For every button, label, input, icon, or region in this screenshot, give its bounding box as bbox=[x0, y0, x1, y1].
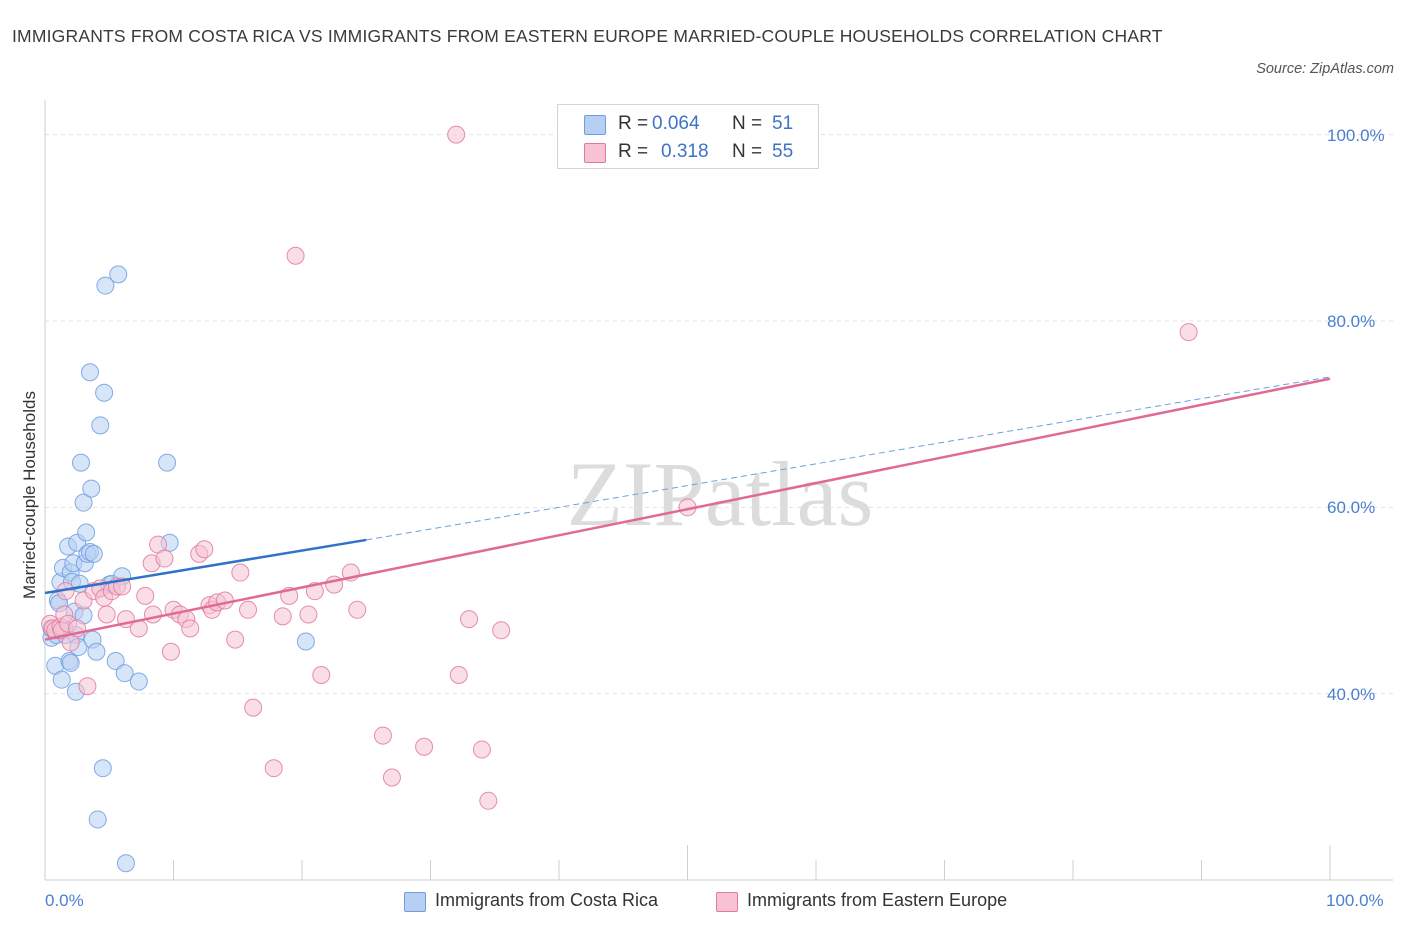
data-point bbox=[244, 698, 263, 717]
data-point bbox=[286, 246, 305, 265]
legend-r-label: R = bbox=[618, 113, 649, 134]
watermark: ZIPatlas bbox=[567, 443, 874, 545]
x-tick-label-min: 0.0% bbox=[45, 891, 84, 910]
data-point bbox=[373, 726, 392, 745]
data-point bbox=[181, 619, 200, 638]
data-point bbox=[95, 383, 114, 402]
data-point bbox=[87, 642, 106, 661]
data-point bbox=[215, 591, 234, 610]
legend-n-label: N = bbox=[732, 113, 763, 134]
data-point bbox=[195, 540, 214, 559]
legend-swatch-blue bbox=[584, 115, 606, 135]
data-point bbox=[116, 854, 135, 873]
legend-r-label: R = bbox=[618, 141, 649, 162]
data-point bbox=[296, 632, 315, 651]
data-point bbox=[492, 621, 511, 640]
gridlines bbox=[45, 134, 1393, 695]
trend-lines bbox=[44, 376, 1331, 641]
legend-swatch-pink bbox=[716, 892, 738, 912]
data-point bbox=[77, 523, 96, 542]
data-point bbox=[74, 493, 93, 512]
legend-label-costa-rica: Immigrants from Costa Rica bbox=[435, 890, 659, 910]
data-point bbox=[449, 666, 468, 685]
data-point bbox=[97, 605, 116, 624]
data-point bbox=[479, 791, 498, 810]
data-point bbox=[106, 652, 125, 671]
data-point bbox=[52, 670, 71, 689]
legend-label-eastern-europe: Immigrants from Eastern Europe bbox=[747, 890, 1008, 910]
trend-line-costa-rica-extension bbox=[366, 376, 1331, 541]
data-point bbox=[264, 759, 283, 778]
data-point bbox=[226, 630, 245, 649]
data-point bbox=[312, 666, 331, 685]
data-point bbox=[472, 740, 491, 759]
data-point bbox=[299, 605, 318, 624]
data-point bbox=[231, 563, 250, 582]
data-point bbox=[109, 265, 128, 284]
legend-r-value: 0.064 bbox=[652, 113, 700, 134]
data-point bbox=[382, 768, 401, 787]
x-tick-label-max: 100.0% bbox=[1326, 891, 1384, 910]
legend-swatch-blue bbox=[404, 892, 426, 912]
data-point bbox=[113, 577, 132, 596]
legend-swatch-pink bbox=[584, 143, 606, 163]
data-point bbox=[158, 453, 177, 472]
trend-line-costa-rica bbox=[44, 538, 367, 595]
data-point bbox=[93, 759, 112, 778]
data-point bbox=[78, 677, 97, 696]
data-point bbox=[84, 544, 103, 563]
data-point bbox=[88, 810, 107, 829]
data-point bbox=[161, 642, 180, 661]
y-tick-label: 60.0% bbox=[1327, 498, 1376, 518]
y-tick-label: 80.0% bbox=[1327, 311, 1376, 331]
legend-n-value: 55 bbox=[772, 141, 794, 162]
data-point bbox=[447, 125, 466, 144]
costa-rica-points bbox=[42, 265, 315, 873]
data-point bbox=[129, 672, 148, 691]
y-tick-label: 40.0% bbox=[1327, 684, 1376, 704]
data-point bbox=[115, 664, 134, 683]
data-point bbox=[80, 363, 99, 382]
legend-n-label: N = bbox=[732, 141, 763, 162]
data-point bbox=[96, 276, 115, 295]
eastern-europe-points bbox=[41, 125, 1198, 810]
legend-r-value: 0.318 bbox=[661, 141, 709, 162]
y-tick-label: 100.0% bbox=[1327, 125, 1385, 145]
axes bbox=[44, 100, 1393, 881]
chart-title: IMMIGRANTS FROM COSTA RICA VS IMMIGRANTS… bbox=[12, 26, 1163, 46]
data-point bbox=[273, 607, 292, 626]
data-point bbox=[348, 600, 367, 619]
data-point bbox=[71, 453, 90, 472]
data-point bbox=[61, 653, 80, 672]
data-point bbox=[136, 586, 155, 605]
data-point bbox=[91, 416, 110, 435]
data-point bbox=[1179, 323, 1198, 342]
chart-source: Source: ZipAtlas.com bbox=[1256, 61, 1394, 77]
correlation-legend: R = 0.064 N = 51 R = 0.318 N = 55 bbox=[557, 104, 819, 169]
data-point bbox=[239, 600, 258, 619]
legend-n-value: 51 bbox=[772, 113, 794, 134]
data-point bbox=[415, 737, 434, 756]
data-point bbox=[155, 549, 174, 568]
data-point bbox=[143, 605, 162, 624]
data-point bbox=[460, 610, 479, 629]
data-point bbox=[82, 479, 101, 498]
trend-line-eastern-europe bbox=[44, 377, 1331, 641]
